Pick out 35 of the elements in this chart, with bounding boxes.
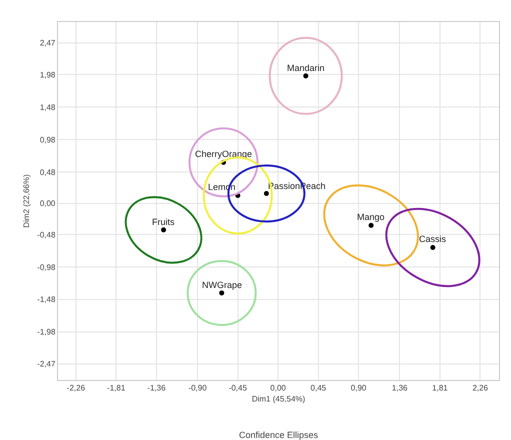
x-tick-label: 1,36 <box>392 384 408 393</box>
y-tick-label: 1,48 <box>40 102 56 112</box>
x-tick-label: 2,26 <box>472 384 489 393</box>
x-tick-label: 1,81 <box>432 384 448 393</box>
x-tick-label: -1,36 <box>147 384 166 393</box>
y-tick-label: 0,98 <box>40 135 56 144</box>
y-tick-label: 0,48 <box>40 168 56 177</box>
text: Confidence Ellipses <box>239 430 319 440</box>
x-tick-label: 0,00 <box>270 384 286 393</box>
y-tick-label: -0,98 <box>37 262 56 272</box>
x-tick-label: 0,45 <box>310 384 327 393</box>
y-tick-label: -1,98 <box>37 328 56 337</box>
y-axis-title: Dim2 (22,66%) <box>22 174 31 228</box>
y-tick-label: -1,48 <box>37 295 56 304</box>
point <box>264 191 269 196</box>
y-tick-label: -0,48 <box>37 230 56 240</box>
y-tick-label: -2,47 <box>37 360 56 369</box>
y-tick-label: 0,00 <box>40 199 56 208</box>
annotation: Cassis <box>419 234 447 244</box>
x-tick-label: 0,90 <box>350 384 367 393</box>
annotation: Mango <box>357 212 385 222</box>
annotation: Fruits <box>152 217 175 227</box>
x-tick-label: -1,81 <box>107 384 126 393</box>
point <box>430 244 436 250</box>
point <box>161 227 166 232</box>
annotation: NWGrape <box>202 280 242 290</box>
y-tick-label: 2,47 <box>40 38 56 48</box>
x-tick-label: -0,90 <box>188 384 208 393</box>
point <box>368 222 374 228</box>
x-tick-label: -0,45 <box>228 384 248 393</box>
y-tick-label: 1,98 <box>40 70 56 80</box>
annotation: Mandarin <box>287 63 325 73</box>
x-axis-title: Dim1 (45,54%) <box>252 394 306 404</box>
annotation: CherryOrange <box>195 149 252 159</box>
x-tick-label: -2,26 <box>66 384 86 393</box>
